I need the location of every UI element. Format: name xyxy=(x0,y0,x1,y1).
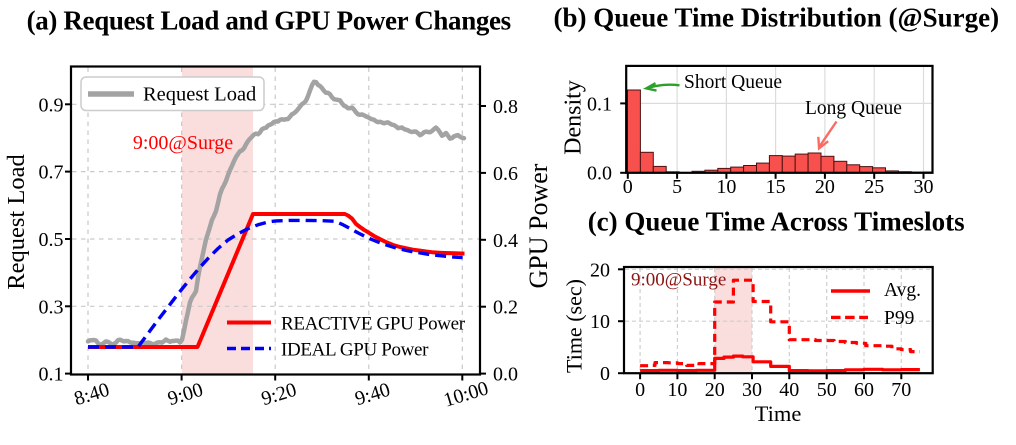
svg-text:Density: Density xyxy=(561,80,587,155)
svg-text:0: 0 xyxy=(635,379,645,401)
svg-text:20: 20 xyxy=(590,259,610,281)
svg-text:5: 5 xyxy=(672,176,682,198)
svg-text:10: 10 xyxy=(667,379,687,401)
svg-text:(c) Queue Time Across Timeslot: (c) Queue Time Across Timeslots xyxy=(588,207,965,237)
svg-text:Long Queue: Long Queue xyxy=(805,98,902,119)
svg-text:30: 30 xyxy=(742,379,762,401)
svg-text:0: 0 xyxy=(600,363,610,385)
svg-text:0.8: 0.8 xyxy=(493,96,518,118)
svg-text:0.1: 0.1 xyxy=(39,364,64,386)
svg-text:60: 60 xyxy=(854,379,874,401)
svg-text:(b) Queue Time Distribution (@: (b) Queue Time Distribution (@Surge) xyxy=(553,3,999,33)
svg-text:70: 70 xyxy=(891,379,911,401)
svg-text:10: 10 xyxy=(716,176,736,198)
svg-text:Request Load: Request Load xyxy=(143,84,256,106)
svg-text:0.9: 0.9 xyxy=(39,94,64,116)
svg-text:10: 10 xyxy=(590,311,610,333)
svg-text:(a) Request Load and GPU Power: (a) Request Load and GPU Power Changes xyxy=(27,6,511,36)
svg-text:20: 20 xyxy=(815,176,835,198)
svg-text:GPU Power: GPU Power xyxy=(524,163,553,288)
svg-text:Time: Time xyxy=(755,401,802,426)
svg-text:0.3: 0.3 xyxy=(39,296,64,318)
svg-text:IDEAL GPU Power: IDEAL GPU Power xyxy=(281,340,429,361)
svg-text:15: 15 xyxy=(766,176,786,198)
svg-text:Time (sec): Time (sec) xyxy=(562,279,587,373)
svg-text:20: 20 xyxy=(705,379,725,401)
svg-text:9:00@Surge: 9:00@Surge xyxy=(133,132,233,154)
svg-text:REACTIVE GPU Power: REACTIVE GPU Power xyxy=(281,314,466,335)
svg-text:40: 40 xyxy=(779,379,799,401)
svg-text:50: 50 xyxy=(817,379,837,401)
svg-text:0.6: 0.6 xyxy=(493,163,518,185)
svg-text:0: 0 xyxy=(623,176,633,198)
svg-text:9:00@Surge: 9:00@Surge xyxy=(631,270,726,291)
svg-text:Short Queue: Short Queue xyxy=(684,72,782,93)
svg-text:0.0: 0.0 xyxy=(493,364,518,386)
svg-text:0.7: 0.7 xyxy=(39,162,64,184)
svg-text:0.5: 0.5 xyxy=(39,229,64,251)
svg-text:Request Load: Request Load xyxy=(3,154,30,289)
svg-text:30: 30 xyxy=(914,176,934,198)
svg-text:0.4: 0.4 xyxy=(493,230,518,252)
svg-text:0.1: 0.1 xyxy=(587,93,612,115)
svg-text:25: 25 xyxy=(864,176,884,198)
svg-text:Avg.: Avg. xyxy=(884,280,921,301)
svg-text:0.2: 0.2 xyxy=(493,297,518,319)
svg-text:P99: P99 xyxy=(884,308,914,329)
svg-text:0.0: 0.0 xyxy=(587,162,612,184)
